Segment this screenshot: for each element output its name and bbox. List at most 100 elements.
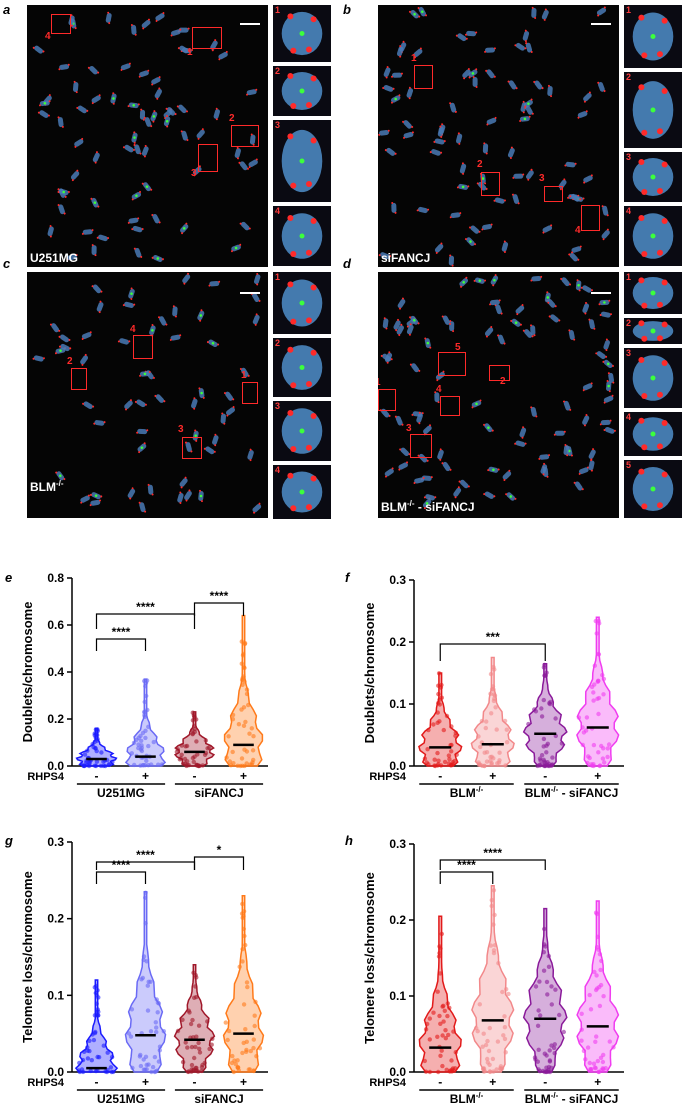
chromosome [484,326,494,338]
data-point [547,701,552,706]
y-tick-label: 0.2 [47,912,64,926]
chromosome [134,399,147,408]
data-point [180,1059,186,1065]
chromosome-body [196,129,205,139]
telomere-signal [378,133,381,136]
telomere-signal [512,176,515,179]
telomere-signal [400,323,403,326]
telomere-signal [543,18,546,21]
telomere-signal [560,277,563,280]
data-point [248,1048,253,1054]
telomere-signal [521,436,524,439]
data-point [489,903,494,909]
treatment-mark: + [594,769,601,783]
telomere-signal [585,414,588,417]
telomere-signal [70,24,73,27]
chromosome [507,80,518,90]
telomere-signal [530,98,533,101]
telomere-signal [218,58,221,61]
data-point [156,1059,162,1064]
chromosome [493,197,506,204]
centromere-signal [606,362,610,366]
telomere-signal [508,469,511,472]
data-point [230,712,236,718]
telomere-signal [100,290,103,293]
telomere-signal [91,229,94,232]
treatment-label: RHPS4 [27,771,65,783]
telomere-signal [603,401,606,404]
data-point [140,975,145,981]
chromosome-body [253,274,261,285]
telomere-signal [93,422,96,425]
telomere-signal [223,422,226,425]
data-point [197,1046,202,1051]
chromosome-body [91,95,101,104]
data-point [257,1046,263,1051]
centromere-signal [487,426,490,429]
telomere-signal [169,338,172,341]
inset-image: 2 [273,66,331,116]
chromosome [82,401,95,410]
telomere-signal [611,364,614,367]
data-point [488,691,493,696]
chromosome [192,429,199,442]
telomere-signal [612,381,615,384]
data-point [432,763,437,768]
data-point [602,760,607,765]
data-point [533,984,539,989]
data-point [437,950,442,956]
telomere-signal [310,137,317,144]
data-point [244,687,250,692]
data-point [242,747,247,752]
data-point [438,1021,443,1026]
telomere-signal [130,287,133,290]
telomere-signal [66,258,69,261]
chromosome-body [220,413,227,424]
data-point [544,750,549,755]
centromere-signal [194,434,197,437]
chromosome-body [565,161,576,168]
treatment-mark: + [594,1075,601,1089]
telomere-signal [460,285,463,288]
data-point [192,1055,197,1061]
chromosome [553,430,566,436]
data-point [95,1054,100,1060]
data-point [579,1027,584,1032]
data-point [144,758,149,763]
data-point [153,1069,158,1074]
chromosome [252,502,262,514]
chromosome-body [144,117,152,127]
chromosome [47,225,54,238]
data-point [502,1036,508,1042]
chromosome [58,334,71,343]
chromosome-body [170,334,181,341]
telomere-signal [411,131,414,134]
data-point [205,1019,210,1024]
chromosome-body [252,504,262,513]
telomere-signal [547,301,550,304]
data-point [580,742,585,748]
telomere-signal [531,112,534,115]
chromosome [582,414,590,427]
data-point [129,1007,135,1012]
telomere-signal [641,302,648,309]
data-point [228,763,234,768]
data-point [541,744,546,749]
chromosome [131,131,138,144]
chromosome [91,94,101,105]
data-point [91,1037,97,1043]
chromosome [541,8,549,21]
telomere-signal [656,128,663,135]
telomere-signal [151,324,154,327]
chromosome-body [486,69,495,79]
telomere-signal [71,179,74,182]
significance-bracket [193,856,245,870]
telomere-signal [98,94,101,97]
telomere-signal [439,125,442,128]
chromosome [143,116,153,128]
chromosome-body [58,204,65,215]
chromosome [599,311,613,318]
data-point [244,691,250,697]
chromosome-body [542,225,553,233]
telomere-signal [48,100,51,103]
